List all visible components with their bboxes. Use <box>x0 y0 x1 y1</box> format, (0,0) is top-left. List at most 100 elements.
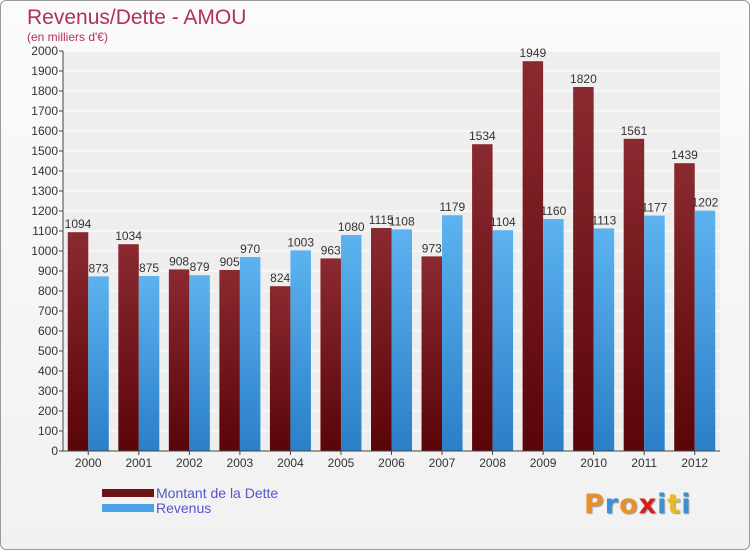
data-label-debt: 824 <box>270 271 290 285</box>
x-tick-label: 2007 <box>429 456 456 470</box>
y-tick-label: 1700 <box>31 104 58 118</box>
logo-letter: r <box>604 489 620 520</box>
y-tick-label: 1100 <box>32 224 58 238</box>
axis-layer: 0 100 200 300 400 500 600 700 800 900 1000 1100 1200… <box>31 44 720 470</box>
data-label-debt: 1034 <box>115 229 142 243</box>
legend-label-revenus: Revenus <box>156 500 212 516</box>
data-label-debt: 1115 <box>369 213 394 227</box>
bar-debt <box>118 244 139 451</box>
data-label-debt: 963 <box>321 243 341 257</box>
y-tick-label: 1800 <box>31 84 58 98</box>
logo-letter: P <box>584 489 605 520</box>
bar-revenus <box>694 210 716 451</box>
x-tick-label: 2009 <box>530 456 557 470</box>
bar-debt <box>320 258 341 451</box>
bar-debt <box>219 270 240 451</box>
y-tick-label: 2000 <box>31 44 58 58</box>
bar-debt <box>623 138 645 452</box>
y-tick-label: 1400 <box>31 164 58 178</box>
logo-letter: x <box>638 489 658 520</box>
x-tick-label: 2012 <box>681 456 708 470</box>
proxiti-logo: Proxiti <box>584 489 692 520</box>
logo-letter: t <box>667 489 682 520</box>
legend-swatch-revenus <box>102 504 154 512</box>
x-tick-label: 2002 <box>176 456 203 470</box>
bar-debt <box>522 61 544 451</box>
bar-revenus <box>593 228 615 451</box>
bar-revenus <box>492 230 514 451</box>
y-tick-label: 300 <box>38 384 58 398</box>
data-label-debt: 905 <box>220 255 240 269</box>
data-label-debt: 1439 <box>671 148 698 162</box>
data-label-revenus: 1179 <box>439 200 465 214</box>
bar-debt <box>371 228 392 451</box>
data-label-revenus: 1104 <box>490 215 516 229</box>
y-tick-label: 100 <box>38 424 58 438</box>
x-tick-label: 2004 <box>277 456 304 470</box>
data-label-revenus: 1177 <box>642 201 668 215</box>
data-label-debt: 973 <box>422 241 442 255</box>
bar-debt <box>421 256 443 451</box>
y-tick-label: 1500 <box>31 144 58 158</box>
bar-revenus <box>391 229 412 451</box>
y-tick-label: 1000 <box>31 244 58 258</box>
data-label-revenus: 1108 <box>389 214 415 228</box>
data-label-debt: 1949 <box>520 46 547 60</box>
y-tick-label: 600 <box>38 324 58 338</box>
x-tick-label: 2008 <box>479 456 506 470</box>
bar-revenus <box>88 276 109 451</box>
y-tick-label: 1900 <box>31 64 58 78</box>
data-label-revenus: 873 <box>89 261 109 275</box>
bar-revenus <box>290 250 311 451</box>
bar-debt <box>168 269 190 451</box>
data-label-revenus: 875 <box>139 261 159 275</box>
data-label-revenus: 1202 <box>692 196 719 210</box>
bar-debt <box>269 286 291 451</box>
logo-letter: o <box>619 489 639 520</box>
bar-revenus <box>644 215 665 451</box>
x-tick-label: 2003 <box>227 456 254 470</box>
y-tick-label: 0 <box>51 444 58 458</box>
y-tick-label: 400 <box>38 364 58 378</box>
bar-revenus <box>340 235 362 451</box>
x-tick-label: 2001 <box>125 456 152 470</box>
bar-revenus <box>442 215 463 451</box>
chart-subtitle: (en milliers d'€) <box>27 30 108 44</box>
legend-label-debt: Montant de la Dette <box>156 485 279 501</box>
y-tick-label: 800 <box>38 284 58 298</box>
y-tick-label: 700 <box>38 304 58 318</box>
chart-title: Revenus/Dette - AMOU <box>27 6 247 29</box>
y-tick-label: 200 <box>38 404 58 418</box>
data-label-revenus: 1113 <box>591 213 616 227</box>
data-label-revenus: 879 <box>190 260 210 274</box>
bar-revenus <box>138 276 160 451</box>
data-label-debt: 1094 <box>65 217 92 231</box>
y-tick-label: 1600 <box>31 124 58 138</box>
y-tick-label: 1200 <box>31 204 58 218</box>
data-label-debt: 908 <box>169 254 189 268</box>
x-tick-label: 2005 <box>328 456 355 470</box>
x-tick-label: 2011 <box>631 456 657 470</box>
data-label-debt: 1534 <box>469 129 496 143</box>
bar-debt <box>674 163 695 451</box>
y-tick-label: 500 <box>38 344 58 358</box>
data-label-debt: 1820 <box>570 72 597 86</box>
data-label-revenus: 1160 <box>540 204 566 218</box>
logo-letter: i <box>657 489 668 520</box>
data-label-revenus: 970 <box>240 242 260 256</box>
legend-swatch-debt <box>102 489 154 497</box>
bar-debt <box>472 144 493 451</box>
y-tick-label: 1300 <box>31 184 58 198</box>
bar-debt <box>573 87 594 451</box>
logo-letter: i <box>681 489 692 520</box>
bar-revenus <box>189 275 210 451</box>
x-tick-label: 2000 <box>75 456 102 470</box>
x-tick-label: 2010 <box>580 456 607 470</box>
bars-layer <box>67 61 716 452</box>
y-tick-label: 900 <box>38 264 58 278</box>
bar-revenus <box>239 257 261 451</box>
data-label-revenus: 1080 <box>338 220 365 234</box>
